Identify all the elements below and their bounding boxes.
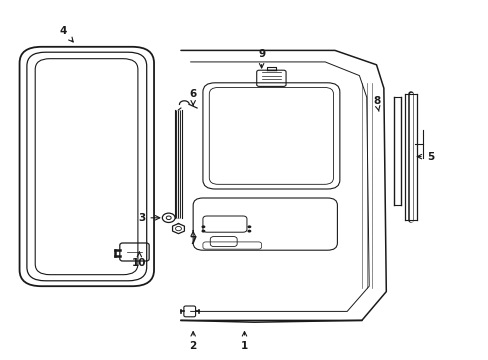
Circle shape [247,225,251,228]
Text: 8: 8 [372,96,379,111]
Circle shape [201,225,205,228]
Text: 4: 4 [60,26,73,42]
Text: 5: 5 [416,152,433,162]
Text: 6: 6 [189,89,196,105]
Circle shape [247,230,251,233]
Text: 7: 7 [189,231,197,246]
Circle shape [201,230,205,233]
Text: 10: 10 [132,252,146,268]
Text: 1: 1 [241,332,247,351]
Text: 2: 2 [189,332,196,351]
Text: 9: 9 [258,49,264,68]
Text: 3: 3 [138,213,160,223]
